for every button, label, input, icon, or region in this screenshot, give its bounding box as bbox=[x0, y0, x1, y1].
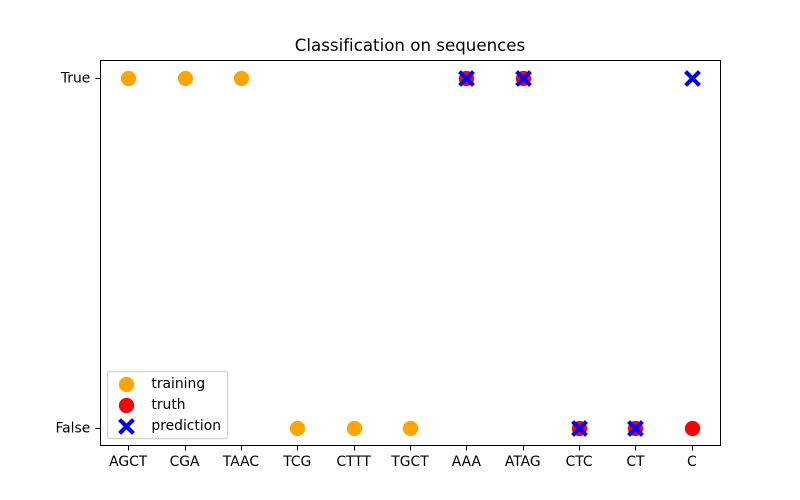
x-tick-label-cttt: CTTT bbox=[336, 454, 371, 470]
x-tick-label-ctc: CTC bbox=[566, 454, 593, 470]
y-axis: False True bbox=[55, 71, 101, 437]
axes-spines bbox=[100, 60, 721, 446]
legend: training truth prediction bbox=[106, 370, 229, 440]
x-tick-label-aaa: AAA bbox=[452, 454, 482, 470]
axes-frame bbox=[100, 60, 721, 446]
x-tick-label-tgct: TGCT bbox=[390, 454, 429, 470]
series-training bbox=[120, 70, 419, 437]
series-markers bbox=[120, 70, 701, 437]
marker-training-tgct bbox=[402, 420, 419, 437]
x-tick-label-agct: AGCT bbox=[109, 454, 148, 470]
marker-truth-c bbox=[684, 420, 701, 437]
marker-prediction-ctc bbox=[571, 420, 588, 437]
x-tick-label-c: C bbox=[687, 454, 697, 470]
x-tick-label-taac: TAAC bbox=[222, 454, 259, 470]
chart-title: Classification on sequences bbox=[295, 36, 526, 55]
x-tick-label-tcg: TCG bbox=[282, 454, 311, 470]
legend-marker-truth bbox=[118, 397, 135, 414]
marker-prediction-ct bbox=[627, 420, 644, 437]
legend-label-prediction: prediction bbox=[151, 418, 221, 434]
y-tick-label-true: True bbox=[60, 71, 90, 87]
x-axis: AGCT CGA TAAC TCG CTTT TGCT AAA ATAG CTC CT C bbox=[109, 445, 697, 470]
marker-training-cttt bbox=[346, 420, 363, 437]
legend-marker-training bbox=[118, 376, 135, 393]
series-prediction bbox=[458, 70, 701, 437]
marker-training-cga bbox=[177, 70, 194, 87]
y-tick-label-false: False bbox=[55, 421, 90, 437]
marker-prediction-aaa bbox=[458, 70, 475, 87]
marker-training-agct bbox=[120, 70, 137, 87]
marker-training-taac bbox=[233, 70, 250, 87]
legend-label-truth: truth bbox=[151, 397, 185, 413]
legend-label-training: training bbox=[151, 376, 205, 392]
marker-prediction-c bbox=[684, 70, 701, 87]
legend-marker-prediction bbox=[118, 418, 135, 435]
x-tick-label-ct: CT bbox=[626, 454, 645, 470]
x-tick-label-cga: CGA bbox=[170, 454, 200, 470]
legend-frame bbox=[106, 370, 229, 440]
marker-training-tcg bbox=[289, 420, 306, 437]
x-tick-label-atag: ATAG bbox=[505, 454, 541, 470]
marker-prediction-atag bbox=[515, 70, 532, 87]
